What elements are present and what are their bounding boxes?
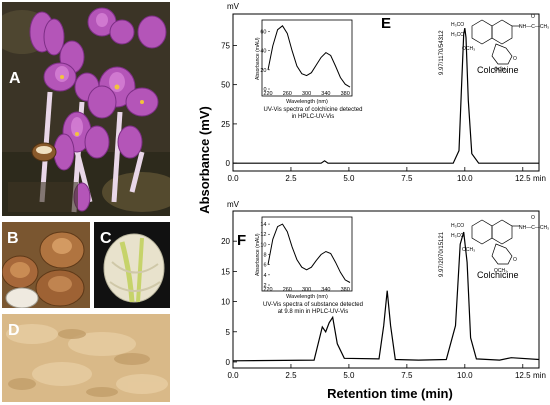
photo-d-label: D	[8, 322, 20, 339]
panel-f-ytick-label: 5	[226, 328, 231, 337]
panel-f-inset-ytick-label: 14	[260, 222, 266, 228]
panel-f-letter: F	[237, 232, 246, 249]
panel-f-carbonyl-o: O	[531, 215, 535, 221]
panel-f-ytick-label: 20	[221, 237, 230, 246]
panel-e-compound-name: Colchicine	[477, 65, 519, 75]
panel-e-trace	[233, 27, 539, 164]
panel-f-structure	[471, 219, 520, 265]
panel-e-xtick-label: 10.0	[457, 174, 473, 183]
panel-f-peak-label: 9.97/2070/15121	[439, 231, 445, 277]
panel-f-inset: 2 4 6 8 10 12 14 220 260 300 340 380 Absorbance (mA…	[255, 216, 363, 315]
panel-f-ytick-label: 0	[226, 358, 231, 367]
panel-f-inset-xtick-label: 340	[321, 287, 330, 293]
panel-f-h3co-1: H₃CO	[451, 223, 464, 229]
photo-c-cut-bulb: C	[94, 222, 170, 308]
panel-f-xunit-label: min	[533, 371, 546, 380]
panel-e-inset-xtick-label: 380	[341, 91, 350, 97]
panel-e-ytick-label: 75	[221, 41, 230, 50]
panel-f-xtick-label: 10.0	[457, 371, 473, 380]
x-axis-title: Retention time (min)	[327, 386, 453, 401]
panel-f-inset-xtick-label: 260	[283, 287, 292, 293]
panel-f-h3co-2: H₃CO	[451, 233, 464, 239]
panel-e-ytick-label: 0	[226, 159, 231, 168]
panel-e-inset-ytick-label: 20	[260, 68, 266, 74]
panel-f-amide: NH—C—CH₃	[519, 225, 549, 231]
panel-f-xtick-label: 0.0	[227, 371, 239, 380]
panel-f-inset-xlabel: Wavelength (nm)	[286, 294, 328, 300]
panel-e-inset-xtick-label: 300	[302, 91, 311, 97]
panel-f-inset-ytick-label: 12	[260, 232, 266, 238]
panel-f-ytick-label: 15	[221, 267, 230, 276]
panel-e: mV E 0 25 50 75 0.0 2.5 5.0 7.5 10.0 12.5 min 9.9…	[221, 2, 549, 183]
panel-e-peak-label: 9.97/1170/54312	[439, 30, 445, 75]
panel-f-xtick-label: 7.5	[401, 371, 413, 380]
y-axis-title: Absorbance (mV)	[197, 106, 212, 214]
panel-f-inset-caption-2: at 9.8 min in HPLC-UV-Vis	[278, 309, 349, 315]
panel-f-inset-xtick-label: 380	[341, 287, 350, 293]
panel-f-inset-ytick-label: 2	[263, 283, 266, 289]
panel-f-inset-xtick-label: 300	[302, 287, 311, 293]
panel-f-trace	[232, 231, 540, 362]
panel-e-inset-xtick-label: 260	[283, 91, 292, 97]
panel-e-amide: NH—C—CH₃	[519, 24, 549, 30]
panel-f-structure-text: H₃CO H₃CO OCH₃ NH—C—CH₃ O O OCH₃	[451, 215, 549, 274]
panel-f-xtick-label: 5.0	[343, 371, 355, 380]
panel-e-inset-ytick-label: 0	[263, 87, 266, 93]
panel-f-inset-ytick-label: 6	[263, 263, 266, 269]
panel-e-ring-o: O	[513, 56, 517, 62]
photo-b-label: B	[7, 230, 19, 247]
panel-e-letter: E	[381, 15, 391, 32]
panel-e-ytick-label: 25	[221, 120, 230, 129]
panel-e-ytick-label: 50	[221, 81, 230, 90]
panel-f-ring-och3: OCH₃	[494, 268, 507, 274]
panel-e-inset-xlabel: Wavelength (nm)	[286, 99, 328, 105]
panel-e-ring-och3: OCH₃	[494, 67, 507, 73]
photo-b-bulbs: B	[2, 222, 90, 308]
panel-f-inset-ytick-label: 10	[260, 242, 266, 248]
panel-f: mV F 0 5 10 15 20 0.0 2.5 5.0 7.5 10.0 12.5 min 9.…	[221, 200, 549, 380]
panel-e-xtick-label: 7.5	[401, 174, 413, 183]
panel-f-inset-caption-1: UV-Vis spectra of substance detected	[263, 302, 363, 308]
panel-f-inset-ytick-label: 8	[263, 253, 266, 259]
panel-e-inset-ytick-label: 60	[260, 30, 266, 36]
panel-e-h3co-2: H₃CO	[451, 32, 464, 38]
panel-e-xtick-label: 5.0	[343, 174, 355, 183]
panel-f-ytick-label: 10	[221, 298, 230, 307]
panel-e-inset-ylabel: Absorbance (mAU)	[255, 37, 261, 80]
panel-e-inset-xtick-label: 220	[263, 91, 272, 97]
panel-e-xunit-label: min	[533, 174, 546, 183]
panel-e-xtick-label: 0.0	[227, 174, 239, 183]
panel-f-compound-name: Colchicine	[477, 270, 519, 280]
panel-f-xtick-label: 12.5	[515, 371, 531, 380]
panel-e-structure	[471, 19, 520, 65]
panel-f-xtick-label: 2.5	[285, 371, 297, 380]
photo-d-powder: D	[2, 314, 170, 402]
panel-f-inset-xtick-label: 220	[263, 287, 272, 293]
panel-e-och3-top: OCH₃	[462, 46, 475, 52]
panel-f-unit: mV	[227, 200, 240, 209]
panel-e-carbonyl-o: O	[531, 14, 535, 20]
panel-f-inset-ylabel: Absorbance (mAU)	[255, 233, 261, 276]
photo-a-label: A	[9, 70, 21, 87]
panel-e-inset-caption-2: in HPLC-UV-Vis	[292, 114, 335, 120]
panel-e-xtick-label: 2.5	[285, 174, 297, 183]
photo-a-flowers: A	[2, 2, 170, 216]
panel-e-structure-text: H₃CO H₃CO OCH₃ NH—C—CH₃ O O OCH₃	[451, 14, 549, 73]
panel-e-h3co-1: H₃CO	[451, 22, 464, 28]
panel-e-xtick-label: 12.5	[515, 174, 531, 183]
panel-f-och3-top: OCH₃	[462, 247, 475, 253]
panel-e-unit: mV	[227, 2, 240, 11]
panel-f-ring-o: O	[513, 257, 517, 263]
panel-f-inset-ytick-label: 4	[263, 273, 266, 279]
panel-e-inset-ytick-label: 40	[260, 49, 266, 55]
panel-e-inset-xtick-label: 340	[321, 91, 330, 97]
panel-e-inset-caption-1: UV-Vis spectra of colchicine detected	[264, 107, 363, 113]
photo-c-label: C	[100, 230, 112, 247]
